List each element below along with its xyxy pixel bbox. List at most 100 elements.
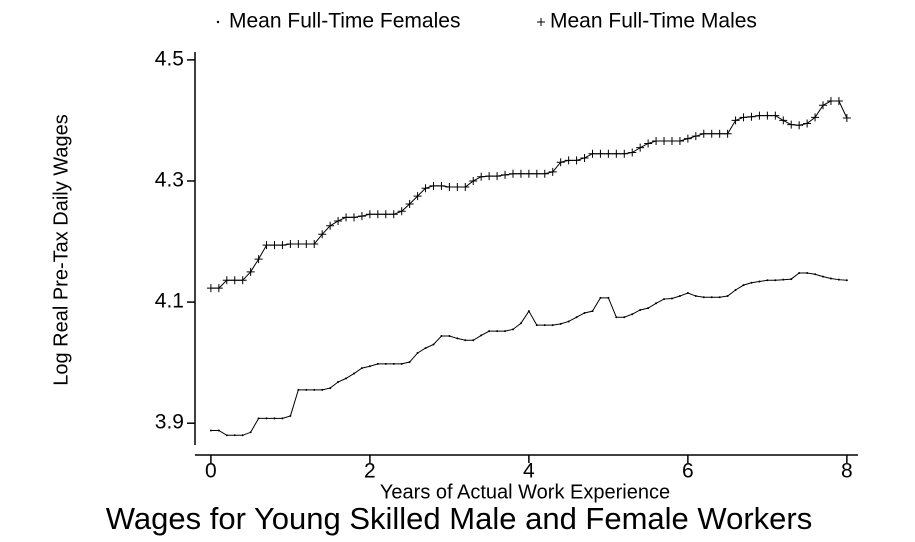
marker (683, 134, 692, 143)
marker (675, 137, 684, 146)
marker (548, 167, 557, 176)
marker (771, 111, 780, 120)
marker (834, 97, 843, 106)
marker (461, 183, 470, 192)
marker (257, 417, 260, 420)
legend: Mean Full-Time Females Mean Full-Time Ma… (216, 10, 757, 33)
series-line (210, 100, 848, 289)
marker (814, 273, 817, 276)
marker (822, 275, 825, 278)
marker (376, 362, 379, 365)
marker (604, 149, 613, 158)
marker (615, 316, 618, 319)
marker (469, 176, 478, 185)
legend-label: Mean Full-Time Females (229, 10, 460, 33)
marker (270, 241, 279, 250)
y-axis-label: Log Real Pre-Tax Daily Wages (50, 114, 72, 386)
marker (702, 296, 705, 299)
marker (345, 377, 348, 380)
marker (416, 351, 419, 354)
marker (564, 156, 573, 165)
marker (750, 281, 753, 284)
marker (262, 241, 271, 250)
marker (527, 310, 530, 313)
marker (357, 212, 366, 221)
marker (273, 417, 276, 420)
marker (214, 284, 223, 293)
marker (485, 172, 494, 181)
marker (644, 139, 653, 148)
marker (209, 429, 212, 432)
marker (249, 431, 252, 434)
marker (787, 120, 796, 129)
marker (691, 132, 700, 141)
marker (440, 335, 443, 338)
y-tick-label: 4.1 (155, 290, 184, 313)
marker (397, 207, 406, 216)
marker (798, 272, 801, 275)
marker (726, 295, 729, 298)
marker (233, 434, 236, 437)
marker (819, 101, 828, 110)
marker (493, 172, 502, 181)
marker (628, 148, 637, 157)
marker (265, 417, 268, 420)
marker (206, 284, 215, 293)
marker (241, 434, 244, 437)
marker (421, 184, 430, 193)
marker (694, 295, 697, 298)
marker (779, 116, 788, 125)
marker (381, 210, 390, 219)
marker (453, 183, 462, 192)
marker (829, 277, 832, 280)
marker (437, 181, 446, 190)
marker (286, 239, 295, 248)
x-tick-label: 2 (364, 460, 376, 483)
marker (342, 213, 351, 222)
marker (811, 113, 820, 122)
x-axis-label: Years of Actual Work Experience (380, 481, 670, 503)
legend-symbol (216, 20, 220, 24)
marker (238, 276, 247, 285)
marker (365, 210, 374, 219)
marker (734, 288, 737, 291)
marker (254, 255, 263, 264)
marker (373, 210, 382, 219)
marker (845, 279, 848, 282)
marker (310, 239, 319, 248)
marker (559, 322, 562, 325)
marker (667, 137, 676, 146)
marker (670, 297, 673, 300)
marker (567, 320, 570, 323)
marker (647, 307, 650, 310)
marker (556, 158, 565, 167)
marker (297, 388, 300, 391)
marker (623, 316, 626, 319)
marker (790, 278, 793, 281)
series-line (210, 272, 847, 436)
marker (806, 272, 809, 275)
marker (583, 311, 586, 314)
marker (504, 330, 507, 333)
marker (620, 149, 629, 158)
marker (400, 362, 403, 365)
marker (424, 347, 427, 350)
marker (352, 372, 355, 375)
marker (294, 239, 303, 248)
marker (535, 324, 538, 327)
marker (543, 324, 546, 327)
marker (318, 230, 327, 239)
y-tick-label: 4.3 (155, 169, 184, 192)
marker (599, 296, 602, 299)
marker (225, 434, 228, 437)
marker (524, 169, 533, 178)
legend-symbol (537, 18, 545, 26)
marker (572, 156, 581, 165)
marker (432, 343, 435, 346)
marker (639, 308, 642, 311)
marker (360, 367, 363, 370)
marker (222, 276, 231, 285)
marker (511, 328, 514, 331)
marker (329, 387, 332, 390)
